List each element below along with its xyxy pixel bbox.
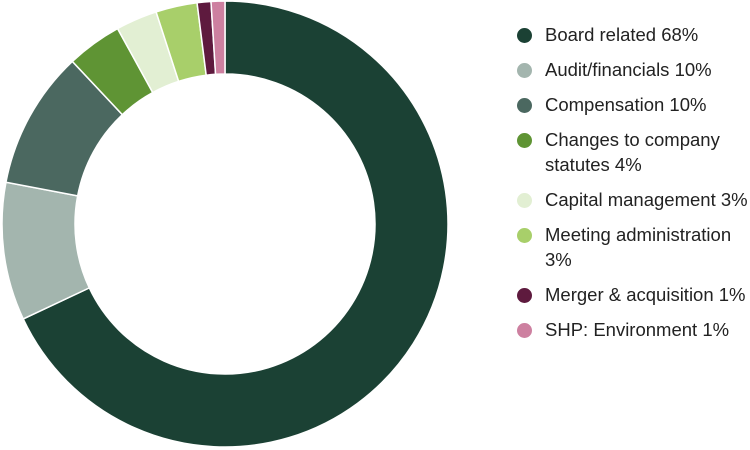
legend-label-7: SHP: Environment 1% — [545, 319, 730, 340]
legend-swatch-3 — [517, 133, 532, 148]
legend-label-0: Board related 68% — [545, 24, 699, 45]
legend-label-2: Compensation 10% — [545, 94, 707, 115]
legend-swatch-2 — [517, 98, 532, 113]
legend-item-7: SHP: Environment 1% — [517, 317, 749, 342]
legend-label-3: Changes to company statutes 4% — [545, 129, 720, 175]
legend-item-6: Merger & acquisition 1% — [517, 282, 749, 307]
legend-item-4: Capital management 3% — [517, 187, 749, 212]
legend-label-4: Capital management 3% — [545, 189, 748, 210]
legend-swatch-4 — [517, 193, 532, 208]
legend-swatch-6 — [517, 288, 532, 303]
legend-item-5: Meeting administration 3% — [517, 222, 749, 272]
donut-slice-7 — [210, 0, 226, 76]
legend-item-3: Changes to company statutes 4% — [517, 127, 749, 177]
legend-label-5: Meeting administration 3% — [545, 224, 732, 270]
donut-slice-0 — [22, 0, 449, 448]
chart-legend: Board related 68% Audit/financials 10% Com… — [517, 22, 749, 342]
legend-label-6: Merger & acquisition 1% — [545, 284, 746, 305]
legend-swatch-1 — [517, 63, 532, 78]
donut-chart — [1, 0, 449, 448]
legend-swatch-5 — [517, 228, 532, 243]
legend-swatch-0 — [517, 28, 532, 43]
legend-item-1: Audit/financials 10% — [517, 57, 749, 82]
legend-item-0: Board related 68% — [517, 22, 749, 47]
legend-item-2: Compensation 10% — [517, 92, 749, 117]
legend-swatch-7 — [517, 323, 532, 338]
legend-label-1: Audit/financials 10% — [545, 59, 712, 80]
